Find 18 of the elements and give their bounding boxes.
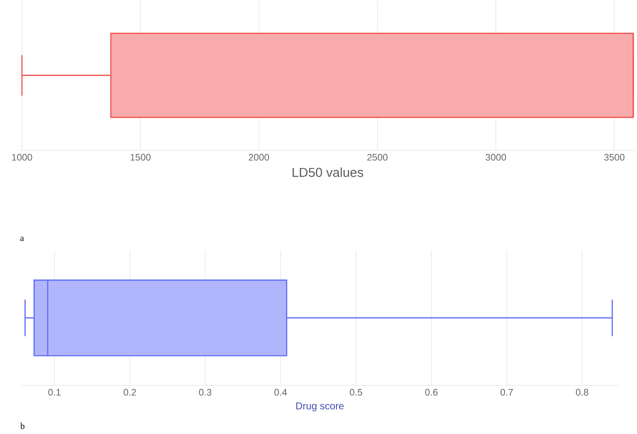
x-tick-label: 1500 xyxy=(130,154,151,160)
text: a xyxy=(20,236,24,241)
x-tick-label: 3500 xyxy=(604,154,624,160)
x-tick-label: 0.7 xyxy=(500,388,513,396)
x-tick-label: 0.1 xyxy=(48,388,61,396)
x-tick-label: 0.8 xyxy=(576,388,588,396)
x-tick-label: 0.6 xyxy=(425,388,438,396)
x-tick-label: 2500 xyxy=(367,154,388,160)
x-tick-label: 1000 xyxy=(12,154,32,160)
x-axis-title: Drug score xyxy=(296,402,344,412)
x-tick-label: 0.2 xyxy=(124,388,136,396)
x-tick-label: 0.4 xyxy=(274,388,287,396)
x-axis-title: LD50 values xyxy=(292,167,364,177)
text: b xyxy=(20,422,24,429)
x-tick-label: 0.5 xyxy=(350,388,362,396)
x-tick-label: 2000 xyxy=(248,154,270,160)
x-tick-label: 3000 xyxy=(486,154,506,160)
x-tick-label: 0.3 xyxy=(199,388,212,396)
